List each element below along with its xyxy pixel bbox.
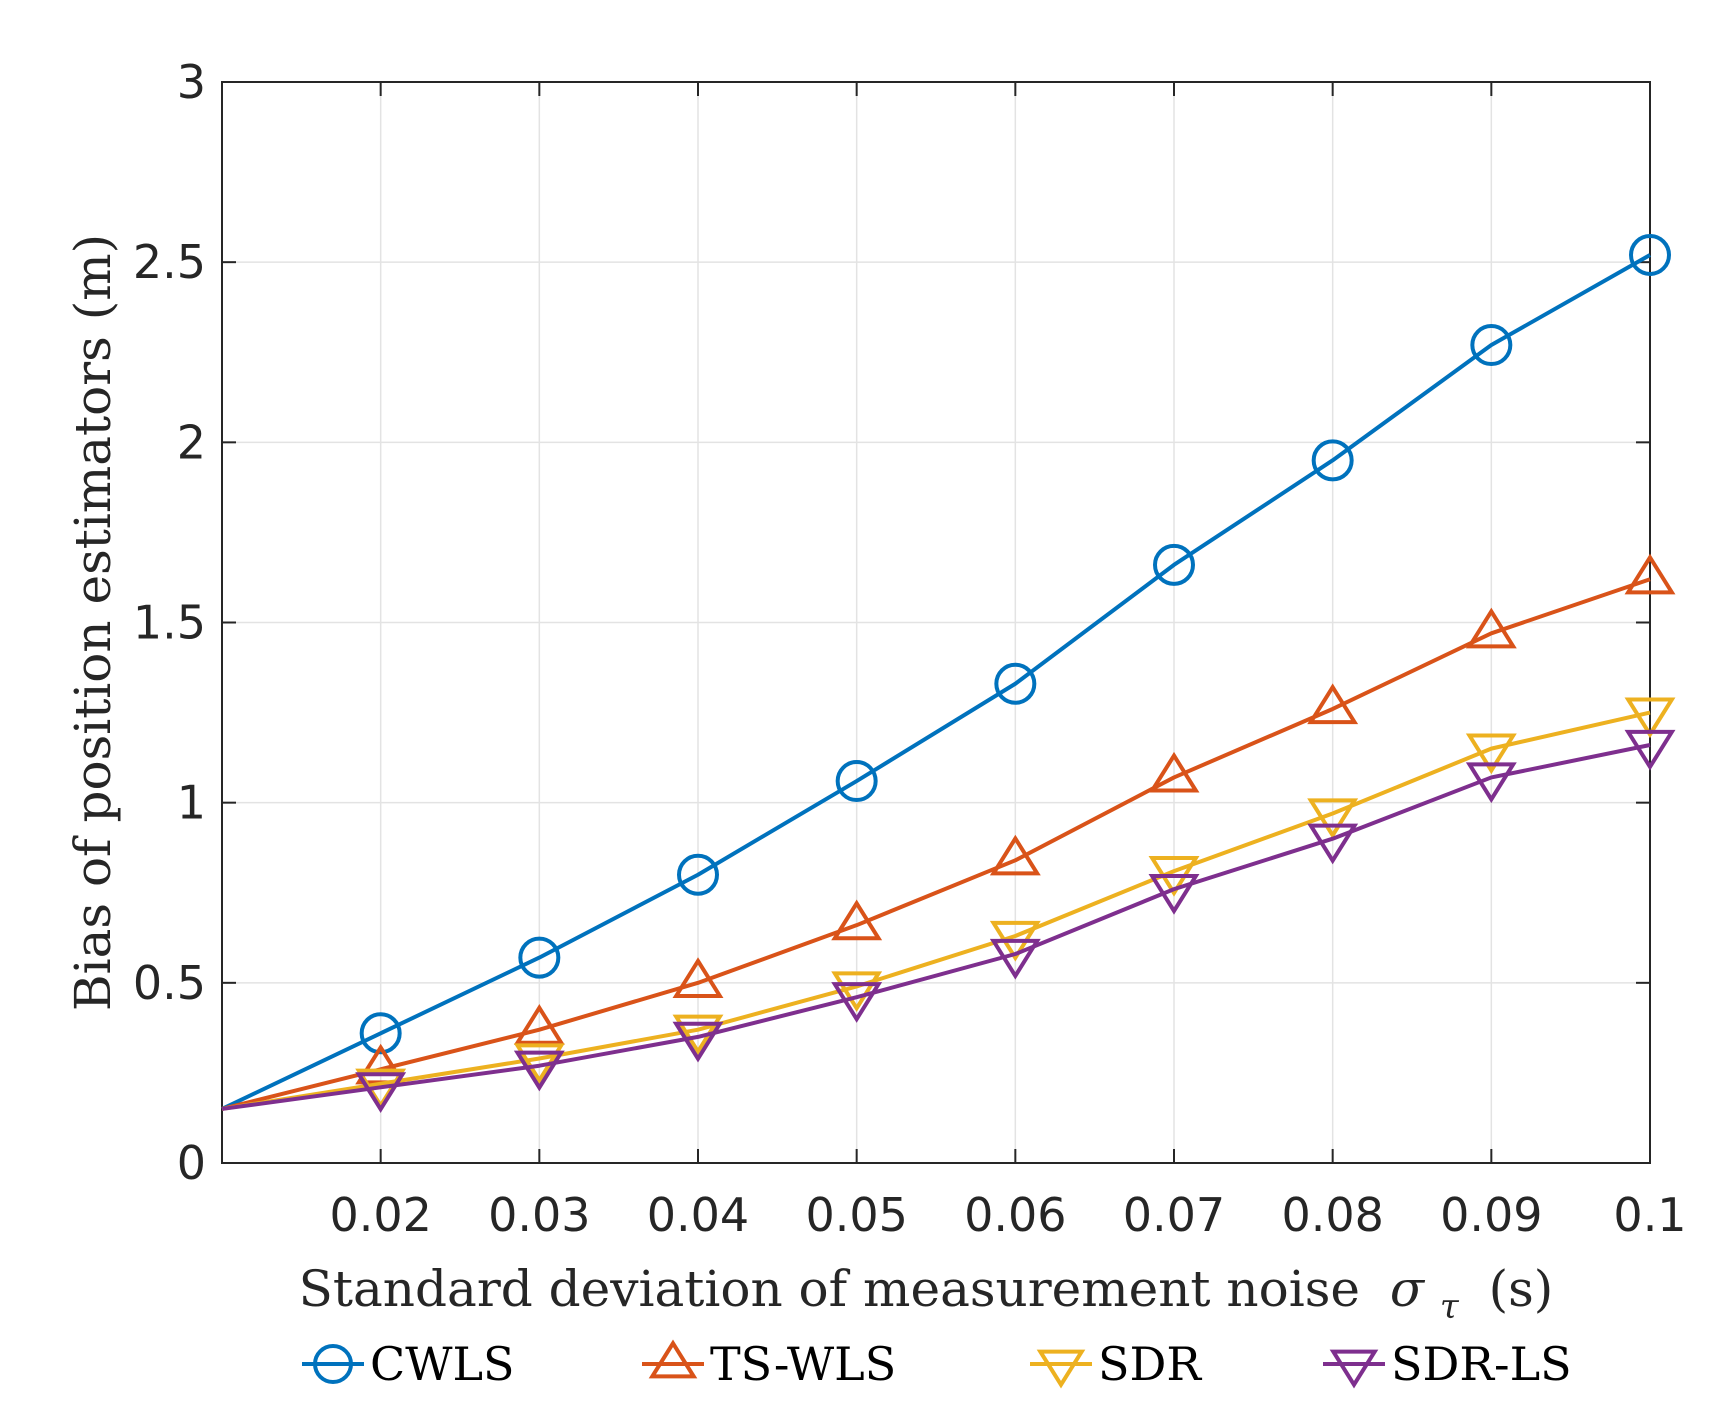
axis-ticks: 0.02 0.03 0.04 0.05 0.06 0.07 0.08 0.09 0.1 0 0.5 1…	[133, 55, 1687, 1242]
data-point-marker	[1629, 233, 1671, 276]
y-axis-label: Bias of position estimators (m)	[64, 234, 122, 1011]
data-point-marker	[1624, 553, 1676, 595]
x-axis-label-unit: (s)	[1489, 1260, 1554, 1318]
x-axis-label-text: Standard deviation of measurement noise	[299, 1260, 1360, 1318]
x-axis-label: Standard deviation of measurement noise …	[299, 1260, 1554, 1330]
data-point-marker	[835, 760, 878, 803]
data-point-marker	[831, 982, 883, 1023]
data-point-marker	[1307, 683, 1359, 725]
y-tick-label: 3	[177, 55, 206, 109]
series-line	[221, 253, 1651, 1111]
data-point-marker	[1148, 874, 1200, 915]
data-point-marker	[1624, 697, 1676, 739]
data-point-marker	[677, 853, 719, 896]
series-sdr	[221, 697, 1676, 1111]
data-point-marker	[1465, 762, 1517, 804]
data-point-marker	[355, 1072, 407, 1113]
legend-item-ts-wls: TS-WLS	[642, 1337, 896, 1391]
data-point-marker	[518, 936, 561, 979]
series-cwls	[221, 233, 1671, 1111]
series-sdr-ls	[221, 729, 1676, 1113]
x-tick-label: 0.05	[805, 1188, 907, 1242]
x-tick-label: 0.09	[1440, 1188, 1542, 1242]
legend-label: SDR-LS	[1391, 1337, 1572, 1391]
legend-marker	[313, 1344, 353, 1384]
x-tick-label: 0.04	[647, 1188, 749, 1242]
x-tick-label: 0.03	[488, 1188, 590, 1242]
series-layer	[221, 233, 1676, 1113]
data-point-marker	[359, 1012, 402, 1055]
legend-marker	[1329, 1349, 1379, 1389]
data-point-marker	[1307, 823, 1359, 865]
legend-item-cwls: CWLS	[302, 1337, 515, 1391]
legend-label: CWLS	[370, 1337, 515, 1391]
data-point-marker	[1465, 607, 1517, 649]
data-point-marker	[672, 957, 724, 998]
y-tick-label: 0	[177, 1136, 206, 1190]
series-line	[221, 710, 1651, 1111]
x-tick-label: 0.02	[329, 1188, 431, 1242]
data-point-marker	[994, 662, 1037, 705]
x-tick-label: 0.06	[964, 1188, 1066, 1242]
x-tick-label: 0.07	[1123, 1188, 1225, 1242]
legend-item-sdr-ls: SDR-LS	[1323, 1337, 1572, 1391]
y-tick-label: 2	[177, 415, 206, 469]
x-tick-label: 0.08	[1281, 1188, 1383, 1242]
series-line	[221, 577, 1651, 1111]
data-point-marker	[1624, 729, 1676, 771]
data-point-marker	[1311, 439, 1354, 482]
x-axis-label-symbol: σ	[1390, 1260, 1426, 1318]
y-tick-label: 2.5	[133, 235, 206, 289]
series-line	[221, 743, 1651, 1111]
data-point-marker	[513, 1004, 565, 1045]
y-tick-label: 1.5	[133, 596, 206, 650]
data-point-marker	[989, 834, 1041, 876]
data-point-marker	[1470, 324, 1513, 367]
data-point-marker	[672, 1021, 724, 1063]
legend: CWLS TS-WLS SDR SDR-LS	[302, 1337, 1572, 1391]
legend-marker	[648, 1339, 698, 1379]
data-point-marker	[513, 1050, 565, 1092]
legend-item-sdr: SDR	[1030, 1337, 1202, 1391]
data-point-marker	[989, 938, 1041, 980]
data-point-marker	[1465, 733, 1517, 775]
y-tick-label: 1	[177, 776, 206, 830]
data-point-marker	[1148, 751, 1200, 793]
x-axis-label-subscript: τ	[1440, 1287, 1460, 1327]
legend-marker	[1036, 1349, 1086, 1389]
data-point-marker	[831, 971, 883, 1013]
y-tick-label: 0.5	[133, 956, 206, 1010]
grid	[222, 81, 1651, 1164]
data-point-marker	[831, 899, 883, 941]
data-point-marker	[1153, 543, 1195, 586]
series-ts-wls	[221, 553, 1676, 1111]
legend-label: TS-WLS	[710, 1337, 896, 1391]
x-tick-label: 0.1	[1613, 1188, 1686, 1242]
legend-label: SDR	[1098, 1337, 1202, 1391]
data-point-marker	[1307, 798, 1359, 840]
